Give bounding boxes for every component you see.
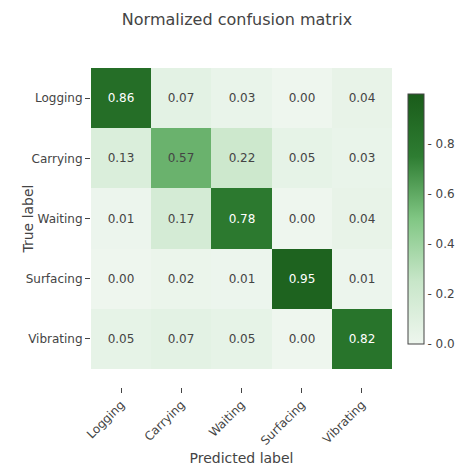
svg-text:0.78: 0.78 bbox=[229, 212, 256, 226]
svg-text:0.01: 0.01 bbox=[108, 212, 135, 226]
svg-text:0.00: 0.00 bbox=[289, 91, 316, 105]
svg-text:Logging: Logging bbox=[35, 91, 83, 105]
svg-text:Vibrating: Vibrating bbox=[28, 332, 82, 346]
svg-text:Carrying: Carrying bbox=[32, 152, 83, 166]
svg-text:0.05: 0.05 bbox=[108, 332, 135, 346]
svg-text:0.03: 0.03 bbox=[229, 91, 256, 105]
svg-text:0.57: 0.57 bbox=[168, 151, 195, 165]
svg-text:0.00: 0.00 bbox=[289, 332, 316, 346]
svg-text:0.07: 0.07 bbox=[168, 91, 195, 105]
svg-text:0.13: 0.13 bbox=[108, 151, 135, 165]
svg-text:0.22: 0.22 bbox=[229, 151, 256, 165]
svg-text:0.04: 0.04 bbox=[349, 91, 376, 105]
svg-text:Logging: Logging bbox=[84, 398, 128, 442]
svg-text:- 0.0: - 0.0 bbox=[427, 337, 454, 351]
svg-text:0.01: 0.01 bbox=[229, 272, 256, 286]
svg-text:Waiting: Waiting bbox=[206, 398, 248, 440]
svg-text:0.03: 0.03 bbox=[349, 151, 376, 165]
svg-text:Vibrating: Vibrating bbox=[320, 398, 368, 446]
svg-text:Normalized confusion matrix: Normalized confusion matrix bbox=[122, 10, 352, 29]
svg-text:0.00: 0.00 bbox=[108, 272, 135, 286]
svg-text:0.04: 0.04 bbox=[349, 212, 376, 226]
svg-text:0.02: 0.02 bbox=[168, 272, 195, 286]
svg-text:0.05: 0.05 bbox=[289, 151, 316, 165]
svg-text:0.86: 0.86 bbox=[108, 91, 135, 105]
svg-text:0.01: 0.01 bbox=[349, 272, 376, 286]
svg-text:Surfacing: Surfacing bbox=[258, 398, 308, 448]
svg-text:- 0.2: - 0.2 bbox=[427, 287, 454, 301]
svg-text:0.05: 0.05 bbox=[229, 332, 256, 346]
svg-text:0.82: 0.82 bbox=[349, 332, 376, 346]
svg-text:0.95: 0.95 bbox=[289, 272, 316, 286]
svg-text:- 0.8: - 0.8 bbox=[427, 137, 454, 151]
svg-text:- 0.4: - 0.4 bbox=[427, 237, 454, 251]
svg-text:0.17: 0.17 bbox=[168, 212, 195, 226]
svg-text:- 0.6: - 0.6 bbox=[427, 187, 454, 201]
svg-text:Surfacing: Surfacing bbox=[26, 272, 83, 286]
svg-text:True label: True label bbox=[20, 184, 36, 253]
svg-text:Predicted label: Predicted label bbox=[189, 450, 293, 466]
svg-text:0.07: 0.07 bbox=[168, 332, 195, 346]
svg-text:Carrying: Carrying bbox=[142, 398, 188, 444]
svg-text:Waiting: Waiting bbox=[38, 212, 83, 226]
svg-text:0.00: 0.00 bbox=[289, 212, 316, 226]
